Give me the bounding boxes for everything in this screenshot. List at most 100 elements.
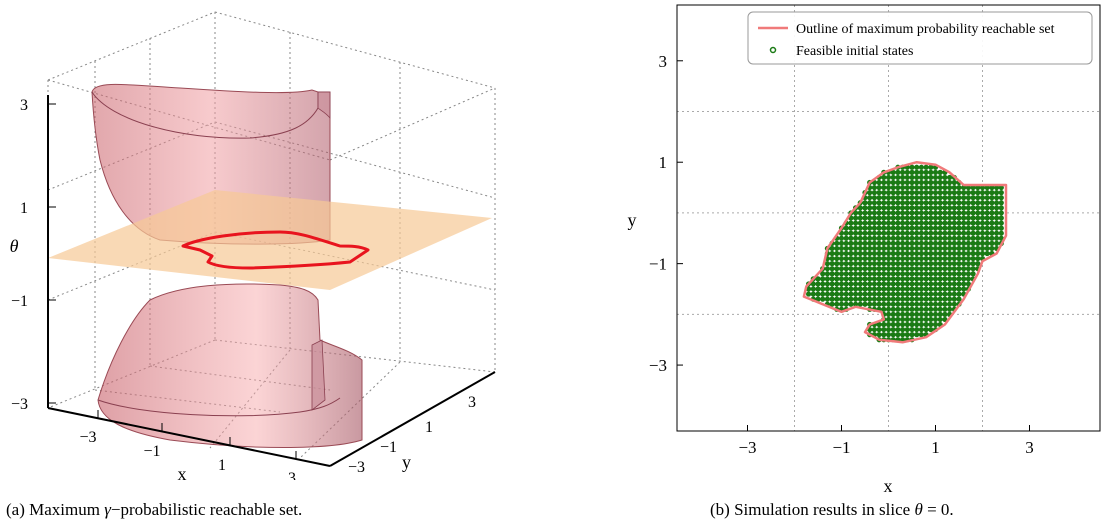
feasible-state-point <box>885 255 892 262</box>
feasible-state-point <box>923 220 929 226</box>
feasible-state-point <box>862 220 868 226</box>
feasible-state-point <box>909 240 915 246</box>
feasible-state-point <box>989 230 995 236</box>
feasible-state-point <box>937 255 943 262</box>
feasible-state-point <box>951 210 957 216</box>
feasible-state-point <box>876 296 882 302</box>
feasible-state-point <box>867 281 873 287</box>
feasible-state-point <box>890 195 896 201</box>
feasible-state-point <box>928 296 934 302</box>
feasible-state-point <box>876 266 882 272</box>
feasible-state-point <box>890 286 896 292</box>
feasible-state-point <box>998 195 1004 201</box>
feasible-state-point <box>843 296 849 302</box>
feasible-state-point <box>871 281 877 287</box>
caption-text-post: −probabilistic reachable set. <box>110 500 303 519</box>
theta-zero-slice-plane <box>48 190 492 290</box>
feasible-state-point <box>885 250 892 257</box>
feasible-state-point <box>848 271 854 277</box>
feasible-state-point <box>965 184 971 191</box>
feasible-state-point <box>890 250 896 257</box>
feasible-state-point <box>824 276 830 282</box>
feasible-state-point <box>975 195 981 201</box>
feasible-state-point <box>848 281 854 287</box>
feasible-state-point <box>881 326 887 333</box>
feasible-state-point <box>965 245 971 252</box>
feasible-state-point <box>956 261 962 267</box>
feasible-state-point <box>923 174 929 181</box>
feasible-state-point <box>956 215 962 221</box>
feasible-state-point <box>909 225 915 231</box>
feasible-state-point <box>928 306 934 312</box>
feasible-state-point <box>951 230 957 236</box>
x-axis-ticks: −3 −1 1 3 <box>79 410 297 487</box>
feasible-state-point <box>909 316 915 323</box>
feasible-state-point <box>885 245 892 252</box>
feasible-state-point <box>881 261 887 267</box>
feasible-state-point <box>951 281 957 287</box>
feasible-state-point <box>909 200 915 206</box>
feasible-state-point <box>909 332 915 338</box>
feasible-state-point <box>895 306 901 312</box>
y-tick-label: −3 <box>649 356 667 375</box>
feasible-state-point <box>895 255 901 262</box>
feasible-state-point <box>942 276 948 282</box>
feasible-state-point <box>932 179 939 186</box>
feasible-state-point <box>857 291 863 297</box>
feasible-state-point <box>923 291 929 297</box>
feasible-state-point <box>970 261 976 267</box>
feasible-state-point <box>937 200 943 206</box>
feasible-state-point <box>843 286 849 292</box>
feasible-state-point <box>909 301 915 307</box>
feasible-state-point <box>857 245 863 252</box>
feasible-state-point <box>965 190 971 196</box>
feasible-state-point <box>890 306 896 312</box>
feasible-state-point <box>979 240 986 246</box>
feasible-state-point <box>876 245 882 252</box>
feasible-state-point <box>951 195 957 201</box>
feasible-state-point <box>932 174 939 181</box>
feasible-state-point <box>824 296 830 302</box>
caption-text-pre: Simulation results in slice <box>734 500 915 519</box>
feasible-state-point <box>871 250 877 257</box>
feasible-state-point <box>881 220 887 226</box>
feasible-state-point <box>914 245 920 252</box>
feasible-state-point <box>994 240 1000 246</box>
feasible-state-point <box>871 200 877 206</box>
feasible-state-point <box>900 261 906 267</box>
feasible-state-point <box>881 271 887 277</box>
feasible-state-point <box>806 291 812 297</box>
feasible-state-point <box>923 230 929 236</box>
feasible-state-point <box>909 215 915 221</box>
feasible-state-point <box>937 210 943 216</box>
feasible-state-point <box>881 210 887 216</box>
feasible-state-point <box>843 261 849 267</box>
feasible-state-point <box>914 326 920 333</box>
feasible-state-point <box>984 210 990 216</box>
feasible-state-point <box>956 240 962 246</box>
feasible-state-point <box>853 255 859 262</box>
feasible-state-point <box>989 190 995 196</box>
feasible-state-point <box>956 276 962 282</box>
feasible-state-point <box>895 174 901 181</box>
feasible-state-point <box>914 296 920 302</box>
feasible-state-point <box>923 301 929 307</box>
feasible-state-point <box>857 240 863 246</box>
feasible-state-point <box>914 276 920 282</box>
feasible-state-point <box>928 215 934 221</box>
feasible-state-point <box>942 245 948 252</box>
feasible-state-point <box>834 266 840 272</box>
feasible-state-point <box>876 281 882 287</box>
feasible-state-point <box>928 220 934 226</box>
feasible-state-point <box>951 286 957 292</box>
feasible-state-point <box>909 220 915 226</box>
feasible-state-point <box>965 200 971 206</box>
feasible-state-point <box>975 210 981 216</box>
feasible-state-point <box>984 240 990 246</box>
feasible-state-point <box>937 230 943 236</box>
feasible-state-point <box>895 266 901 272</box>
feasible-state-point <box>838 235 845 241</box>
feasible-state-point <box>918 291 924 297</box>
feasible-state-point <box>928 301 934 307</box>
feasible-state-point <box>904 281 910 287</box>
